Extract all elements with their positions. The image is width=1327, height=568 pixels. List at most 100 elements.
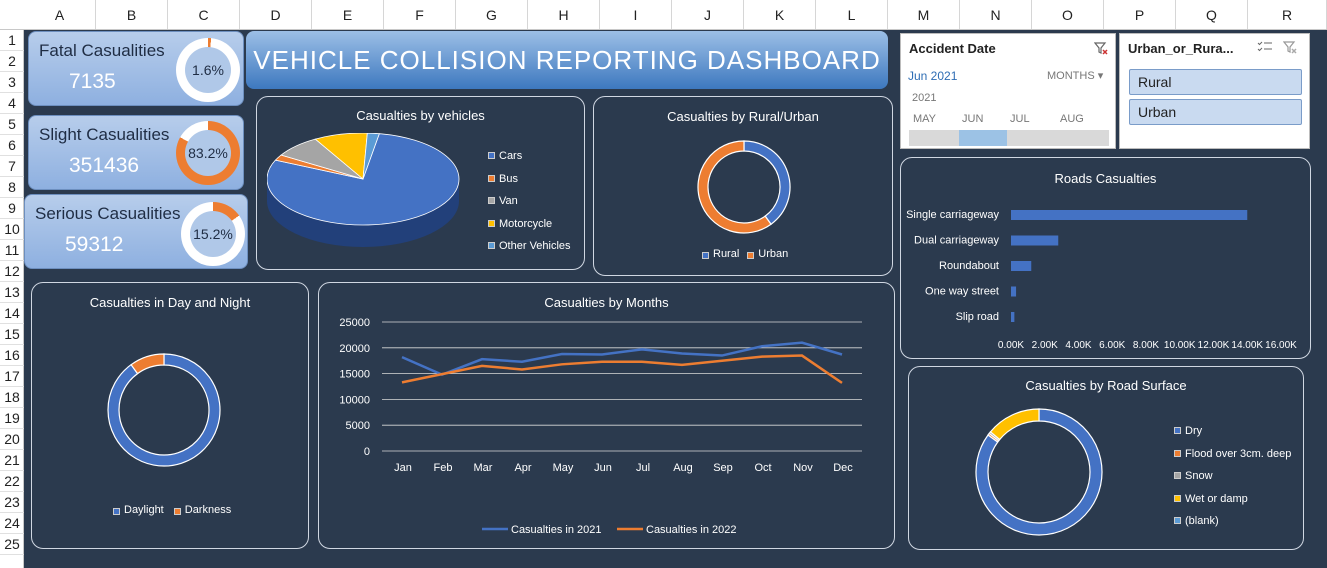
timeline-selection-handle[interactable] — [959, 130, 1007, 146]
row-header-2[interactable]: 2 — [0, 51, 24, 72]
months-chart-title: Casualties by Months — [544, 295, 669, 310]
roads-x-tick-label: 14.00K — [1231, 340, 1263, 351]
vehicles-slice-other-vehicles — [362, 133, 380, 180]
column-header-q[interactable]: Q — [1176, 0, 1248, 29]
roads-x-tick-label: 2.00K — [1032, 340, 1058, 351]
row-header-20[interactable]: 20 — [0, 429, 24, 450]
months-x-tick-label: May — [553, 462, 574, 474]
column-header-p[interactable]: P — [1104, 0, 1176, 29]
day-night-chart-panel[interactable]: Casualties in Day and Night Daylight Dar… — [31, 282, 309, 549]
months-x-tick-label: Aug — [673, 462, 693, 474]
row-header-8[interactable]: 8 — [0, 177, 24, 198]
accident-date-slicer[interactable]: Accident Date Jun 2021 MONTHS ▾ 2021 MAY… — [900, 33, 1116, 149]
row-header-25[interactable]: 25 — [0, 534, 24, 555]
column-header-a[interactable]: A — [24, 0, 96, 29]
surface-donut — [975, 408, 1103, 536]
month-jun[interactable]: JUN — [962, 113, 984, 125]
urban-rural-slicer[interactable]: Urban_or_Rura... Rural Urban — [1119, 33, 1310, 149]
surface-chart-panel[interactable]: Casualties by Road Surface Dry Flood ove… — [908, 366, 1304, 550]
column-header-g[interactable]: G — [456, 0, 528, 29]
column-header-i[interactable]: I — [600, 0, 672, 29]
legend-snow-swatch — [1174, 472, 1181, 479]
column-header-f[interactable]: F — [384, 0, 456, 29]
column-header-b[interactable]: B — [96, 0, 168, 29]
column-header-j[interactable]: J — [672, 0, 744, 29]
column-header-d[interactable]: D — [240, 0, 312, 29]
months-x-tick-label: Oct — [754, 462, 771, 474]
clear-filter-icon[interactable] — [1093, 41, 1108, 58]
row-header-19[interactable]: 19 — [0, 408, 24, 429]
slicer-item-rural[interactable]: Rural — [1129, 69, 1302, 95]
roads-chart-panel[interactable]: Roads Casualties Single carriageway Dual … — [900, 157, 1311, 359]
months-x-tick-label: Sep — [713, 462, 733, 474]
row-header-5[interactable]: 5 — [0, 114, 24, 135]
legend-darkness-swatch — [173, 508, 181, 515]
kpi-fatal-ring — [176, 38, 240, 102]
month-may[interactable]: MAY — [913, 113, 937, 125]
legend-urban: Urban — [747, 248, 788, 260]
row-header-10[interactable]: 10 — [0, 219, 24, 240]
slicer-item-urban[interactable]: Urban — [1129, 99, 1302, 125]
months-chart-panel[interactable]: Casualties by Months 25000 20000 15000 1000… — [318, 282, 895, 549]
day-night-chart-title: Casualties in Day and Night — [89, 295, 251, 310]
chevron-down-icon: ▾ — [1097, 70, 1104, 82]
roads-x-tick-label: 8.00K — [1133, 340, 1159, 351]
roads-x-tick-label: 4.00K — [1065, 340, 1091, 351]
months-y-tick-label: 20000 — [339, 343, 370, 355]
clear-filter-icon[interactable] — [1282, 40, 1297, 59]
column-header-o[interactable]: O — [1032, 0, 1104, 29]
row-header-11[interactable]: 11 — [0, 240, 24, 261]
column-header-e[interactable]: E — [312, 0, 384, 29]
column-header-l[interactable]: L — [816, 0, 888, 29]
timeline-bar[interactable] — [909, 130, 1109, 146]
kpi-serious-percent: 15.2% — [193, 226, 233, 242]
row-header-4[interactable]: 4 — [0, 93, 24, 114]
row-header-7[interactable]: 7 — [0, 156, 24, 177]
row-header-17[interactable]: 17 — [0, 366, 24, 387]
column-header-m[interactable]: M — [888, 0, 960, 29]
month-jul[interactable]: JUL — [1010, 113, 1030, 125]
time-level-dropdown[interactable]: MONTHS ▾ — [1047, 69, 1103, 82]
legend-dry-swatch — [1174, 427, 1181, 434]
row-header-16[interactable]: 16 — [0, 345, 24, 366]
vehicles-legend: Cars Bus Van Motorcycle Other Vehicles — [488, 145, 571, 258]
column-header-k[interactable]: K — [744, 0, 816, 29]
row-header-18[interactable]: 18 — [0, 387, 24, 408]
column-header-h[interactable]: H — [528, 0, 600, 29]
legend-wet-or-damp-label: Wet or damp — [1185, 492, 1248, 505]
column-header-bar: A B C D E F G H I J K L M N O P Q R — [0, 0, 1327, 30]
multi-select-icon[interactable] — [1257, 40, 1273, 59]
row-header-23[interactable]: 23 — [0, 492, 24, 513]
row-header-6[interactable]: 6 — [0, 135, 24, 156]
row-header-9[interactable]: 9 — [0, 198, 24, 219]
row-header-14[interactable]: 14 — [0, 303, 24, 324]
row-header-24[interactable]: 24 — [0, 513, 24, 534]
column-header-n[interactable]: N — [960, 0, 1032, 29]
roads-category-label: Slip road — [956, 311, 999, 323]
vehicles-pie-side — [267, 179, 459, 247]
row-header-15[interactable]: 15 — [0, 324, 24, 345]
months-legend-label: Casualties in 2022 — [646, 524, 737, 536]
vehicles-chart-panel[interactable]: Casualties by vehicles Cars Bus Van Moto… — [256, 96, 585, 270]
rural-urban-chart-panel[interactable]: Casualties by Rural/Urban Rural Urban — [593, 96, 893, 276]
kpi-slight-title: Slight Casualities — [39, 125, 170, 144]
column-header-c[interactable]: C — [168, 0, 240, 29]
legend-cars: Cars — [488, 145, 571, 168]
legend-motorcycle-swatch — [488, 219, 495, 227]
surface-slice-dry — [975, 408, 1103, 536]
month-aug[interactable]: AUG — [1060, 113, 1084, 125]
row-header-1[interactable]: 1 — [0, 30, 24, 51]
months-y-tick-label: 10000 — [339, 394, 370, 406]
row-header-3[interactable]: 3 — [0, 72, 24, 93]
months-x-tick-label: Mar — [474, 462, 493, 474]
kpi-serious-ring — [181, 202, 245, 266]
legend-blank: (blank) — [1174, 510, 1291, 533]
row-header-12[interactable]: 12 — [0, 261, 24, 282]
roads-bar — [1011, 312, 1015, 322]
roads-category-label: One way street — [925, 286, 999, 298]
row-header-13[interactable]: 13 — [0, 282, 24, 303]
column-header-r[interactable]: R — [1248, 0, 1327, 29]
legend-wet-or-damp: Wet or damp — [1174, 488, 1291, 511]
row-header-21[interactable]: 21 — [0, 450, 24, 471]
row-header-22[interactable]: 22 — [0, 471, 24, 492]
